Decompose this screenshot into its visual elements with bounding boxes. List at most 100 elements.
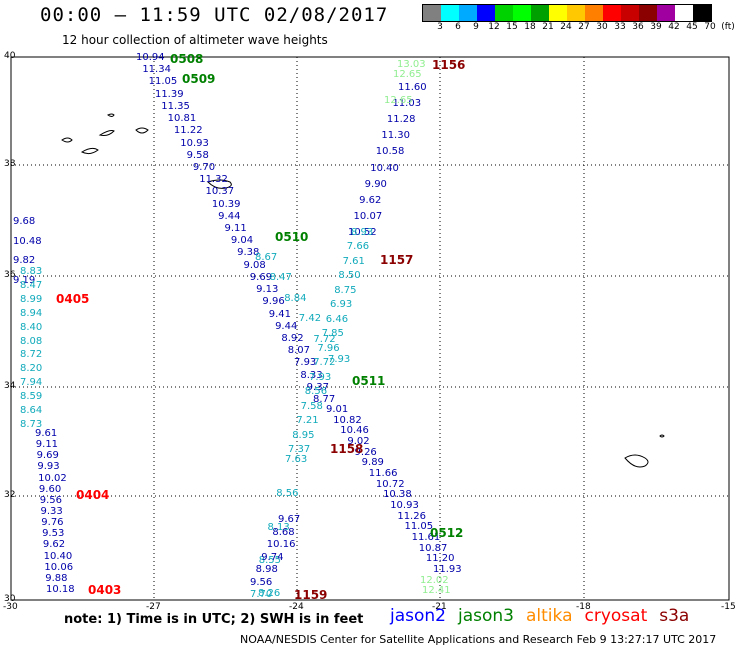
scale-label: 15 (506, 22, 518, 32)
wave-height-value: 9.33 (40, 506, 63, 517)
wave-height-value: 8.59 (20, 391, 43, 403)
wave-height-value: 11.30 (381, 130, 410, 142)
pass-time-label: 0508 (170, 52, 204, 66)
wave-height-value: 10.87 (418, 542, 448, 554)
scale-swatch (459, 5, 477, 21)
scale-swatch (549, 5, 567, 21)
scale-label: 30 (596, 22, 608, 32)
lat-label: 32 (4, 490, 16, 500)
wave-height-value: 7.85 (321, 328, 344, 340)
wave-height-value: 7.94 (20, 377, 43, 389)
graticule (11, 57, 729, 600)
wave-height-value: 9.56 (250, 577, 273, 588)
wave-height-value: 9.93 (37, 461, 60, 473)
wave-height-value: 9.88 (45, 572, 68, 584)
wave-height-value: 10.72 (375, 478, 405, 490)
wave-height-value: 9.82 (13, 255, 36, 267)
wave-height-value: 8.26 (258, 588, 281, 599)
wave-height-value: 10.93 (180, 137, 209, 149)
wave-height-value: 10.02 (38, 472, 67, 484)
wave-height-value: 9.11 (224, 223, 247, 234)
wave-height-value: 8.33 (300, 369, 323, 381)
wave-height-value: 9.13 (256, 284, 279, 296)
wave-height-value: 13.03 (397, 59, 426, 70)
wave-height-value: 12.65 (384, 95, 413, 106)
scale-label: 6 (455, 22, 461, 32)
legend-s3a: s3a (659, 606, 690, 626)
scale-swatch (603, 5, 621, 21)
scale-label: 33 (614, 22, 626, 32)
pass-time-label: 1156 (432, 58, 466, 72)
wave-height-value: 8.47 (269, 272, 292, 284)
wave-height-value: 8.13 (267, 521, 290, 533)
lat-label: 38 (4, 159, 16, 169)
wave-height-value: 9.62 (42, 539, 66, 551)
wave-height-value: 9.60 (38, 483, 62, 495)
scale-label: 70 (704, 22, 716, 32)
wave-height-value: 9.04 (230, 235, 254, 247)
wave-height-value: 8.68 (272, 526, 295, 538)
wave-height-value: 10.07 (353, 210, 383, 222)
wave-height-value: 8.77 (313, 394, 336, 405)
wave-height-value: 10.93 (390, 500, 419, 511)
scale-swatch (675, 5, 693, 21)
wave-height-value: 11.05 (404, 521, 434, 533)
scale-swatch (567, 5, 585, 21)
wave-height-value: 11.26 (397, 510, 426, 522)
wave-height-value: 9.69 (36, 450, 59, 462)
wave-height-value: 7.58 (300, 400, 323, 412)
wave-height-value: 12.02 (420, 575, 449, 586)
wave-height-value: 11.66 (368, 468, 398, 479)
wave-height-value: 8.56 (276, 487, 299, 499)
wave-height-value: 7.37 (288, 444, 311, 455)
wave-height-value: 9.11 (35, 439, 59, 451)
wave-height-value: 10.46 (340, 425, 369, 437)
legend-altika: altika (526, 606, 573, 626)
wave-height-value: 7.63 (285, 454, 308, 465)
legend-jason3: jason3 (458, 606, 514, 626)
scale-swatch (477, 5, 495, 21)
wave-height-value: 9.38 (237, 247, 260, 259)
wave-height-value: 10.81 (167, 113, 197, 125)
wave-height-value: 10.39 (211, 198, 241, 210)
wave-height-value: 12.41 (422, 585, 451, 596)
scale-label: 45 (686, 22, 698, 32)
wave-height-value: 11.22 (173, 125, 203, 137)
wave-height-value: 7.61 (342, 255, 365, 267)
wave-height-value: 11.34 (142, 64, 171, 76)
wave-height-value: 10.37 (205, 186, 235, 198)
scale-label: 9 (473, 22, 479, 32)
wave-height-value: 9.19 (13, 275, 36, 286)
scale-swatch (621, 5, 639, 21)
wave-height-value: 10.16 (266, 539, 296, 551)
wave-height-value: 9.70 (192, 161, 216, 173)
wave-height-value: 9.96 (262, 296, 285, 308)
wave-height-value: 7.93 (309, 371, 332, 383)
wave-height-value: 8.67 (255, 252, 278, 263)
wave-height-value: 9.44 (218, 210, 241, 222)
wave-height-value: 10.48 (13, 235, 42, 247)
scale-swatch (423, 5, 441, 21)
lat-label: 36 (4, 270, 16, 280)
wave-height-value: 8.40 (20, 321, 43, 333)
legend-cryosat: cryosat (584, 606, 648, 626)
wave-height-value: 8.84 (284, 292, 307, 304)
wave-height-value: 10.40 (370, 162, 399, 174)
wave-height-value: 10.06 (44, 561, 74, 573)
lat-label: 30 (4, 594, 16, 604)
wave-height-value: 8.75 (334, 284, 357, 296)
wave-height-value: 9.26 (354, 446, 377, 458)
scale-label: 12 (488, 22, 500, 32)
wave-height-value: 8.73 (20, 419, 43, 430)
wave-height-value: 10.52 (348, 227, 377, 238)
wave-height-value: 6.46 (325, 313, 349, 325)
lon-label: -27 (146, 602, 161, 612)
scale-label: 21 (542, 22, 554, 32)
color-scale-bar (422, 4, 712, 22)
wave-height-value: 11.20 (425, 553, 455, 565)
lon-label: -15 (721, 602, 736, 612)
wave-height-value: 9.44 (275, 320, 298, 332)
wave-height-value: 8.83 (20, 266, 43, 277)
wave-height-value: 8.55 (258, 555, 282, 567)
wave-height-value: 10.18 (46, 584, 75, 595)
